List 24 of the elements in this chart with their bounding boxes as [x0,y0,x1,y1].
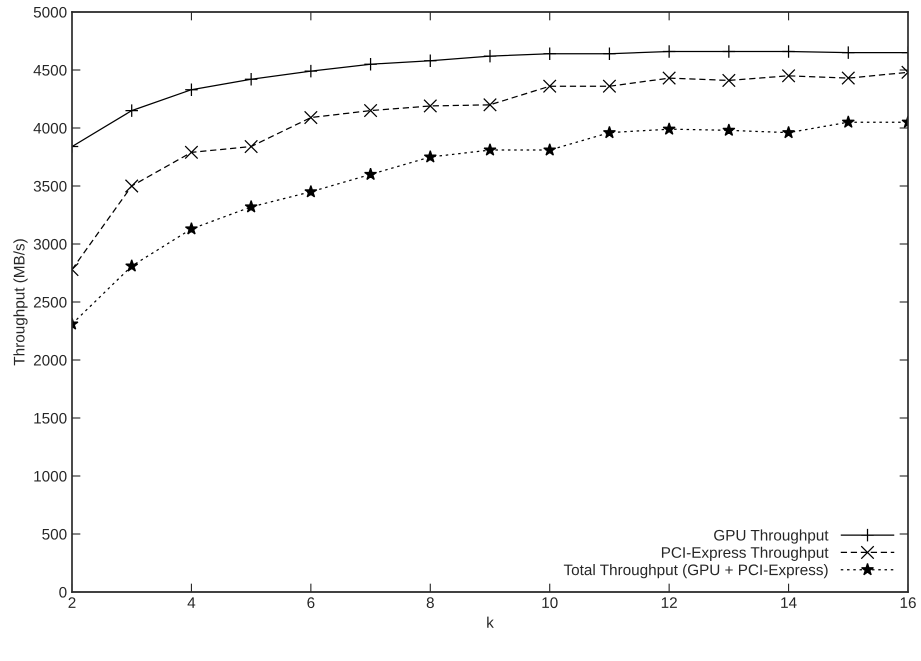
legend-label: Total Throughput (GPU + PCI-Express) [564,564,828,578]
y-tick-label: 0 [59,586,67,598]
legend-label: GPU Throughput [714,529,828,544]
x-tick-label: 6 [307,597,314,608]
y-tick-label: 4000 [34,122,67,134]
x-tick-label: 8 [426,597,434,608]
x-tick-label: 12 [662,597,677,608]
y-tick-label: 2500 [34,296,67,308]
y-tick-label: 5000 [34,6,67,18]
legend-label: PCI-Express Throughput [662,546,828,561]
y-tick-label: 500 [42,528,67,540]
y-axis-title: Throughput (MB/s) [13,239,28,366]
x-axis-title: k [487,616,494,628]
y-tick-label: 3500 [34,180,67,192]
x-tick-label: 16 [900,597,916,608]
y-tick-label: 1500 [34,412,67,424]
y-tick-label: 3000 [34,238,67,250]
x-tick-label: 2 [68,597,76,608]
x-tick-label: 10 [542,597,558,608]
x-tick-label: 4 [188,597,196,608]
y-tick-label: 1000 [34,470,67,482]
x-tick-label: 14 [781,597,797,608]
y-tick-label: 2000 [34,354,67,366]
y-tick-label: 4500 [34,64,67,76]
